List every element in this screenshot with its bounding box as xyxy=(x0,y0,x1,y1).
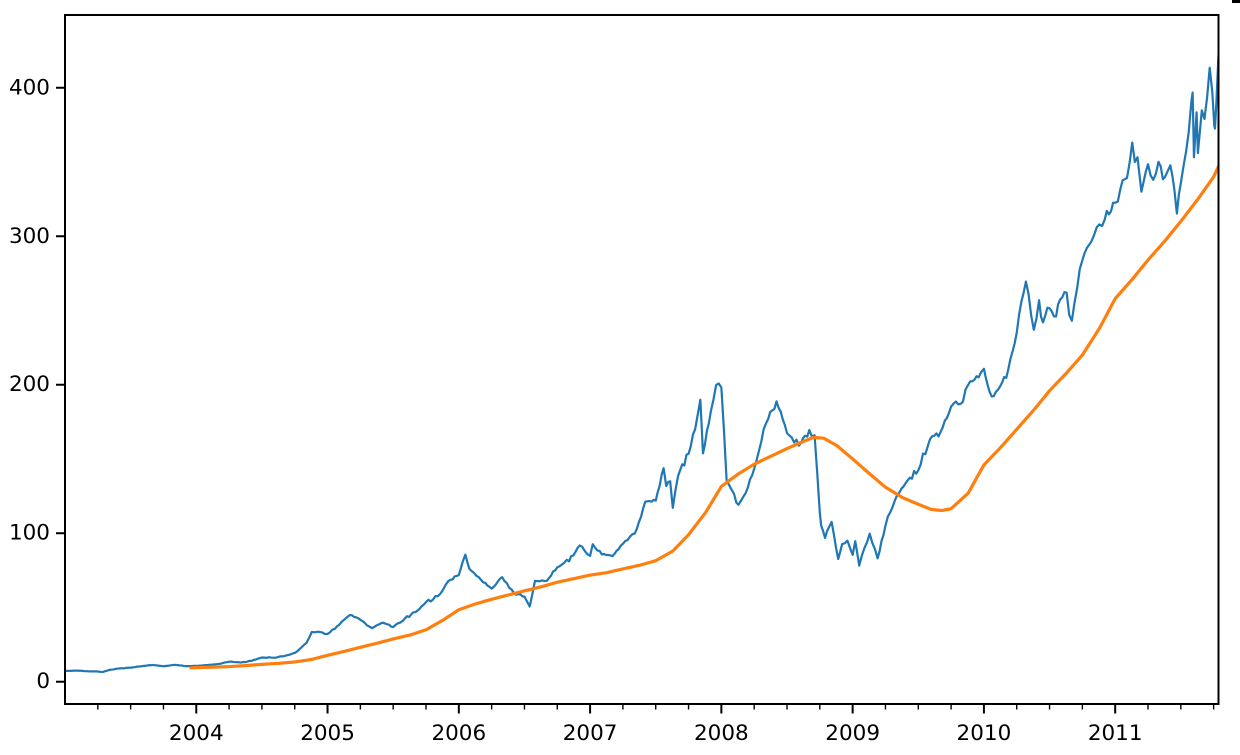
x-tick-label: 2007 xyxy=(563,721,618,746)
axes-spines xyxy=(64,14,1220,705)
screen-corner-artifact xyxy=(1232,0,1240,3)
x-tick-label: 2004 xyxy=(169,721,224,746)
x-tick-label: 2006 xyxy=(431,721,486,746)
plot-lines xyxy=(65,53,1219,674)
x-tick-label: 2010 xyxy=(957,721,1012,746)
y-tick-label: 100 xyxy=(9,521,50,546)
y-tick-label: 300 xyxy=(9,224,50,249)
y-tick-label: 200 xyxy=(9,372,50,397)
daily-close-price-line xyxy=(65,53,1219,674)
x-tick-label: 2008 xyxy=(694,721,749,746)
y-axis: 0 100 200 300 400 xyxy=(9,75,65,694)
x-axis: 2004 2005 2006 2007 2008 2009 2010 2011 xyxy=(97,704,1215,746)
x-tick-label: 2005 xyxy=(300,721,355,746)
250-day-moving-average-line xyxy=(189,164,1219,670)
x-tick-label: 2011 xyxy=(1088,721,1143,746)
y-tick-label: 0 xyxy=(36,669,50,694)
y-tick-label: 400 xyxy=(9,75,50,100)
x-tick-label: 2009 xyxy=(825,721,880,746)
